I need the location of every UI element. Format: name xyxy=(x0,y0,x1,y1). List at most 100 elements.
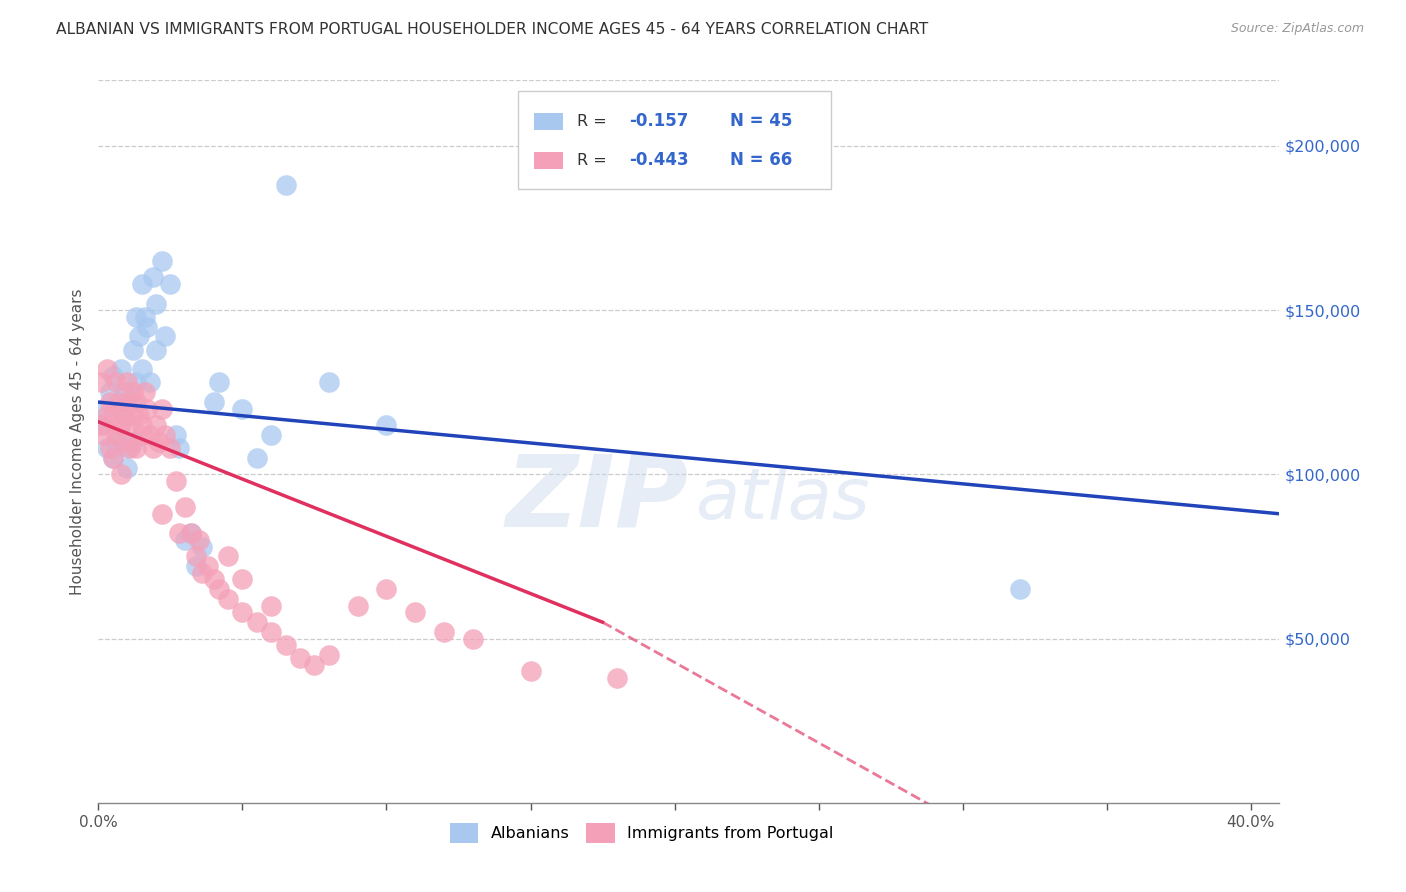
Point xyxy=(208,376,231,390)
Point xyxy=(231,401,253,416)
Text: R =: R = xyxy=(576,153,612,168)
Point xyxy=(115,395,138,409)
Point xyxy=(110,418,132,433)
Point xyxy=(107,395,129,409)
Point xyxy=(173,533,195,547)
Point xyxy=(131,277,153,291)
Y-axis label: Householder Income Ages 45 - 64 years: Householder Income Ages 45 - 64 years xyxy=(69,288,84,595)
Point xyxy=(231,605,253,619)
Text: ALBANIAN VS IMMIGRANTS FROM PORTUGAL HOUSEHOLDER INCOME AGES 45 - 64 YEARS CORRE: ALBANIAN VS IMMIGRANTS FROM PORTUGAL HOU… xyxy=(56,22,928,37)
Point xyxy=(112,409,135,423)
Point xyxy=(142,441,165,455)
Point xyxy=(90,418,112,433)
Point xyxy=(110,467,132,482)
Point xyxy=(288,651,311,665)
Text: Source: ZipAtlas.com: Source: ZipAtlas.com xyxy=(1230,22,1364,36)
Point xyxy=(150,401,173,416)
Bar xyxy=(517,91,831,189)
Point xyxy=(167,441,190,455)
Point xyxy=(150,253,173,268)
Point xyxy=(186,549,208,564)
Point xyxy=(93,428,115,442)
Point xyxy=(433,625,456,640)
Point xyxy=(101,368,124,383)
Point xyxy=(165,428,187,442)
Point xyxy=(167,526,190,541)
Point xyxy=(606,671,628,685)
Point xyxy=(112,434,135,449)
Point xyxy=(122,385,145,400)
Point xyxy=(375,418,398,433)
Point xyxy=(96,362,118,376)
Point xyxy=(145,296,167,310)
Text: N = 66: N = 66 xyxy=(730,152,793,169)
Point xyxy=(260,428,283,442)
Point xyxy=(202,573,225,587)
Point xyxy=(165,474,187,488)
Point xyxy=(120,441,142,455)
Point xyxy=(131,418,153,433)
Point xyxy=(90,418,112,433)
Legend: Albanians, Immigrants from Portugal: Albanians, Immigrants from Portugal xyxy=(443,817,841,849)
Point xyxy=(122,343,145,357)
Point xyxy=(1010,582,1032,597)
Text: ZIP: ZIP xyxy=(506,450,689,548)
Point xyxy=(110,362,132,376)
Point xyxy=(104,434,127,449)
Point xyxy=(125,441,148,455)
Point xyxy=(173,500,195,515)
Point xyxy=(112,401,135,416)
Bar xyxy=(534,152,562,169)
Text: N = 45: N = 45 xyxy=(730,112,793,130)
Point xyxy=(122,409,145,423)
Point xyxy=(96,441,118,455)
Point xyxy=(125,310,148,324)
Point xyxy=(134,310,156,324)
Point xyxy=(197,559,219,574)
Point xyxy=(159,277,181,291)
Point xyxy=(115,441,138,455)
Point xyxy=(260,599,283,613)
Point xyxy=(134,385,156,400)
Point xyxy=(145,343,167,357)
Bar xyxy=(534,112,562,130)
Point xyxy=(136,319,159,334)
Point xyxy=(274,638,297,652)
Point xyxy=(208,582,231,597)
Point xyxy=(153,428,176,442)
Point xyxy=(202,395,225,409)
Point xyxy=(217,592,239,607)
Point xyxy=(136,401,159,416)
Point xyxy=(125,376,148,390)
Point xyxy=(101,409,124,423)
Point xyxy=(150,507,173,521)
Point xyxy=(122,434,145,449)
Point xyxy=(375,582,398,597)
Point xyxy=(217,549,239,564)
Point xyxy=(159,441,181,455)
Point xyxy=(148,434,170,449)
Point xyxy=(98,385,121,400)
Point xyxy=(104,376,127,390)
Point xyxy=(188,533,211,547)
Point xyxy=(153,329,176,343)
Point xyxy=(104,428,127,442)
Point xyxy=(90,376,112,390)
Point xyxy=(107,395,129,409)
Point xyxy=(125,395,148,409)
Point xyxy=(115,376,138,390)
Point xyxy=(139,428,162,442)
Point xyxy=(180,526,202,541)
Point xyxy=(404,605,426,619)
Point xyxy=(101,450,124,465)
Point xyxy=(115,460,138,475)
Point xyxy=(346,599,368,613)
Point xyxy=(128,329,150,343)
Point xyxy=(318,648,340,662)
Point xyxy=(231,573,253,587)
Point xyxy=(112,385,135,400)
Text: atlas: atlas xyxy=(695,465,869,533)
Point xyxy=(98,395,121,409)
Point xyxy=(461,632,484,646)
Point xyxy=(260,625,283,640)
